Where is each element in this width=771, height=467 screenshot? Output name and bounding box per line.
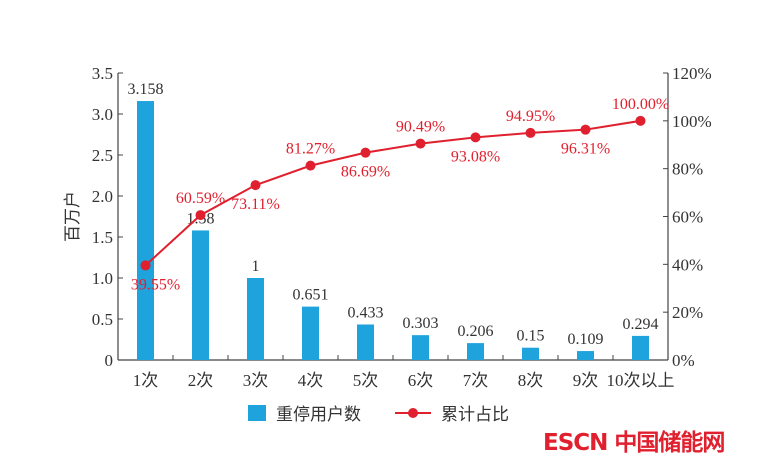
right-tick-label: 40% bbox=[672, 255, 703, 274]
line-label: 94.95% bbox=[506, 108, 555, 125]
right-tick-label: 60% bbox=[672, 208, 703, 227]
line-point bbox=[305, 160, 316, 171]
line-point bbox=[360, 147, 371, 158]
line-point bbox=[195, 210, 206, 221]
line-point bbox=[140, 260, 151, 271]
line-point bbox=[635, 115, 646, 126]
line-label: 39.55% bbox=[131, 276, 180, 293]
left-tick-label: 0 bbox=[105, 351, 114, 370]
x-tick-label: 4次 bbox=[298, 371, 324, 390]
legend-line-label: 累计占比 bbox=[441, 405, 509, 425]
bar bbox=[577, 351, 594, 360]
line-point bbox=[525, 127, 536, 138]
left-tick-label: 1.5 bbox=[92, 228, 113, 247]
bar bbox=[247, 278, 264, 360]
bar bbox=[632, 335, 649, 360]
right-tick-label: 120% bbox=[672, 64, 712, 83]
bar-label: 0.651 bbox=[293, 287, 329, 304]
left-tick-label: 1.0 bbox=[92, 269, 113, 288]
y-axis-label: 百万户 bbox=[63, 191, 83, 242]
x-tick-label: 3次 bbox=[243, 371, 269, 390]
legend-line-swatch bbox=[395, 406, 431, 420]
bar-label: 0.206 bbox=[458, 323, 494, 340]
x-tick-label: 1次 bbox=[133, 371, 159, 390]
line-label: 93.08% bbox=[451, 148, 500, 165]
right-tick-label: 100% bbox=[672, 112, 712, 131]
line-label: 73.11% bbox=[231, 196, 280, 213]
bar-label: 3.158 bbox=[128, 81, 164, 98]
bar-label: 0.433 bbox=[348, 304, 384, 321]
line-point bbox=[250, 180, 261, 191]
x-tick-label: 6次 bbox=[408, 371, 434, 390]
legend: 重停用户数 累计占比 bbox=[248, 400, 509, 425]
left-tick-label: 3.5 bbox=[92, 64, 113, 83]
bar-label: 0.294 bbox=[623, 316, 659, 333]
line-label: 81.27% bbox=[286, 141, 335, 158]
left-tick-label: 2.0 bbox=[92, 187, 113, 206]
x-tick-label: 5次 bbox=[353, 371, 379, 390]
right-tick-label: 0% bbox=[672, 351, 695, 370]
legend-bar-label: 重停用户数 bbox=[276, 405, 361, 425]
line-label: 90.49% bbox=[396, 119, 445, 136]
x-tick-label: 9次 bbox=[573, 371, 599, 390]
left-tick-label: 2.5 bbox=[92, 146, 113, 165]
line-label: 100.00% bbox=[612, 96, 669, 113]
bar bbox=[412, 335, 429, 360]
x-tick-label: 7次 bbox=[463, 371, 489, 390]
bar bbox=[522, 347, 539, 360]
bar bbox=[467, 343, 484, 360]
bar-label: 0.15 bbox=[517, 328, 545, 345]
bar bbox=[357, 324, 374, 360]
bar-label: 0.109 bbox=[568, 331, 604, 348]
line-point bbox=[580, 124, 591, 135]
bar-label: 1 bbox=[252, 258, 260, 275]
x-tick-label: 2次 bbox=[188, 371, 214, 390]
bar-label: 0.303 bbox=[403, 315, 439, 332]
line-label: 86.69% bbox=[341, 164, 390, 181]
line-point bbox=[470, 132, 481, 143]
line-label: 60.59% bbox=[176, 190, 225, 207]
line-point bbox=[415, 138, 426, 149]
x-tick-label: 8次 bbox=[518, 371, 544, 390]
right-tick-label: 20% bbox=[672, 303, 703, 322]
legend-bar-swatch bbox=[248, 404, 266, 421]
watermark-logo: ESCN 中国储能网 bbox=[543, 430, 725, 456]
line-label: 96.31% bbox=[561, 141, 610, 158]
right-tick-label: 80% bbox=[672, 160, 703, 179]
left-tick-label: 3.0 bbox=[92, 105, 113, 124]
bar bbox=[302, 306, 319, 360]
cumulative-line bbox=[144, 119, 641, 267]
x-tick-label: 10次以上 bbox=[607, 371, 675, 390]
bar bbox=[192, 230, 209, 360]
left-tick-label: 0.5 bbox=[92, 310, 113, 329]
bar bbox=[137, 101, 154, 360]
